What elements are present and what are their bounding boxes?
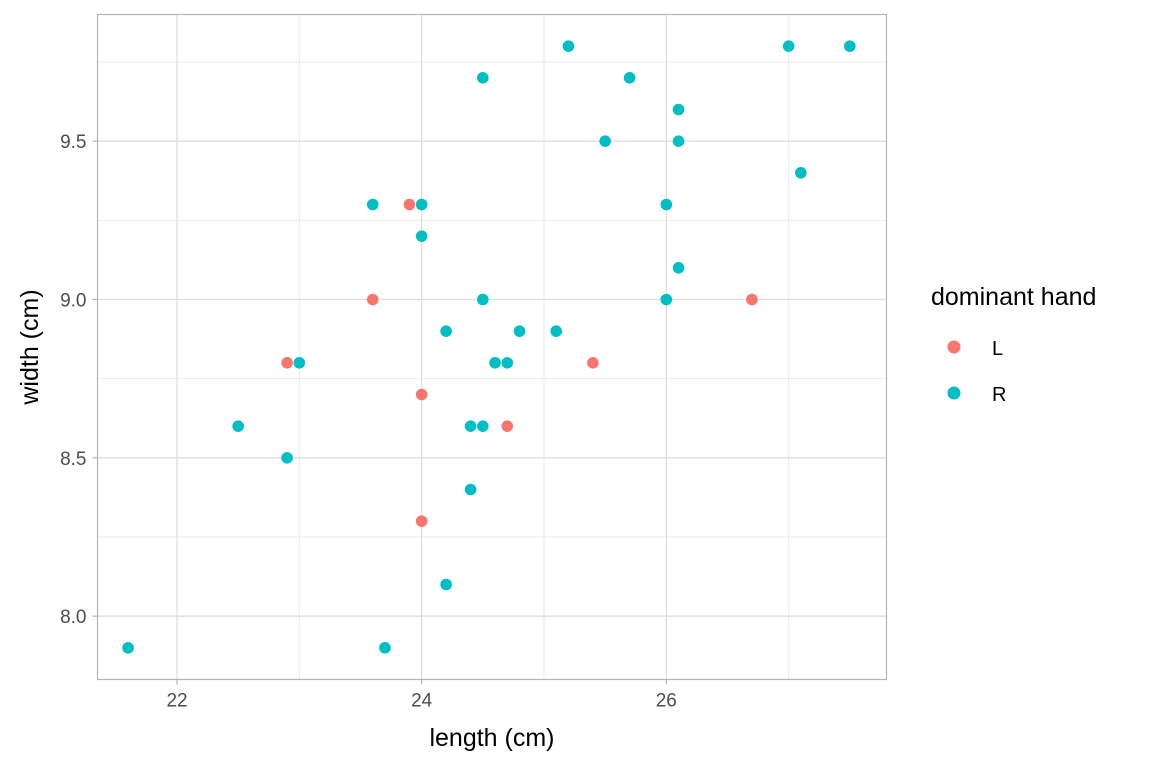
data-point-r	[232, 420, 244, 432]
y-tick-label: 8.0	[60, 607, 86, 628]
x-tick-label: 22	[166, 691, 187, 712]
data-point-r	[415, 198, 428, 211]
data-point-l	[366, 293, 379, 306]
data-point-r	[464, 420, 477, 432]
panel-background	[97, 14, 887, 680]
data-point-r	[782, 40, 795, 52]
data-point-r	[660, 198, 673, 211]
legend-item-r: R	[947, 384, 1006, 406]
legend-item-l: L	[947, 338, 1003, 360]
data-point-r	[672, 103, 685, 116]
x-tick-label: 24	[411, 691, 433, 712]
legend-label-r: R	[992, 384, 1006, 406]
data-point-r	[501, 357, 514, 369]
y-axis: 8.0 8.5 9.0 9.5	[60, 132, 98, 628]
y-tick-label: 9.5	[60, 132, 86, 153]
data-point-r	[440, 325, 452, 337]
data-point-r	[415, 230, 428, 242]
data-point-l	[501, 420, 514, 432]
data-point-r	[464, 483, 477, 496]
data-point-r	[672, 262, 685, 274]
x-axis: 22 24 26	[166, 679, 677, 712]
x-axis-title: length (cm)	[429, 724, 554, 752]
data-point-r	[672, 135, 685, 147]
data-point-r	[623, 72, 636, 84]
data-point-r	[489, 357, 501, 369]
y-tick-label: 8.5	[60, 449, 86, 470]
data-point-l	[281, 357, 293, 369]
data-point-r	[477, 420, 489, 432]
legend: dominant hand L R	[931, 283, 1096, 406]
data-point-r	[477, 293, 489, 306]
data-point-l	[746, 293, 758, 306]
legend-title: dominant hand	[931, 283, 1096, 311]
data-point-r	[281, 452, 293, 464]
data-point-r	[844, 40, 856, 52]
legend-key-r	[947, 386, 961, 400]
data-point-l	[403, 198, 416, 211]
x-tick-label: 26	[656, 691, 677, 712]
data-point-r	[562, 40, 575, 52]
panel-border	[96, 13, 888, 681]
legend-key-l	[947, 340, 961, 354]
data-point-r	[660, 293, 673, 306]
data-point-r	[440, 578, 452, 591]
data-point-r	[477, 72, 489, 84]
data-point-r	[599, 135, 611, 147]
data-point-l	[415, 388, 428, 401]
data-point-r	[513, 325, 526, 337]
data-point-r	[122, 642, 134, 654]
data-point-l	[587, 357, 599, 369]
data-point-r	[366, 198, 379, 211]
data-point-r	[379, 642, 391, 654]
data-point-l	[415, 515, 428, 527]
y-axis-title: width (cm)	[16, 289, 44, 405]
data-point-r	[293, 357, 306, 369]
y-tick-label: 9.0	[60, 291, 86, 312]
data-point-r	[795, 167, 807, 179]
data-points	[122, 40, 856, 654]
minor-gridlines	[97, 14, 887, 680]
legend-label-l: L	[992, 338, 1003, 360]
data-point-r	[550, 325, 563, 337]
